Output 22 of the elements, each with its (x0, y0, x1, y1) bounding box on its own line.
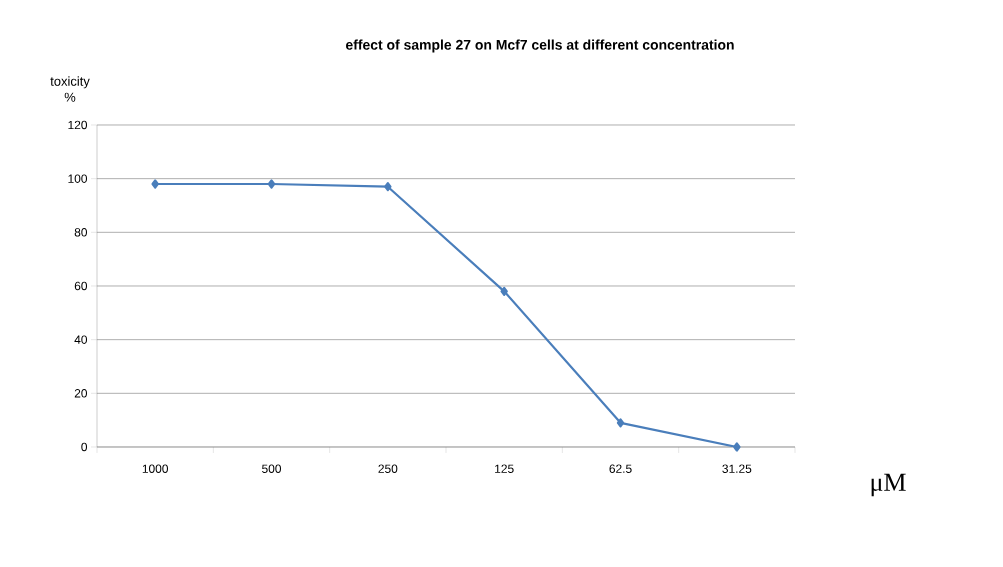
point (616, 418, 625, 428)
y-tick-label: 60 (74, 281, 88, 291)
y-tick-label: 20 (74, 389, 88, 398)
x-tick-label: 1000 (142, 464, 169, 473)
point (267, 179, 276, 189)
y-tick-label: 80 (74, 228, 88, 237)
x-tick-label: 31.25 (722, 464, 752, 473)
point (151, 179, 159, 189)
x-axis-title: μM (871, 473, 906, 497)
y-tick-label: 120 (68, 120, 88, 130)
y-tick-label: 40 (74, 335, 88, 344)
chart-title: effect of sample 27 on Mcf7 cells at different concentration (346, 39, 734, 53)
x-tick-label: 62.5 (609, 464, 632, 473)
point (384, 182, 392, 192)
x-tick-label: 125 (495, 464, 514, 473)
point (733, 442, 741, 452)
point (500, 286, 508, 296)
x-tick-label: 250 (378, 464, 398, 473)
y-axis-title: toxicity % (50, 76, 90, 102)
y-tick-label: 100 (68, 174, 88, 183)
y-tick-label: 0 (81, 442, 88, 452)
x-tick-label: 500 (262, 464, 282, 473)
